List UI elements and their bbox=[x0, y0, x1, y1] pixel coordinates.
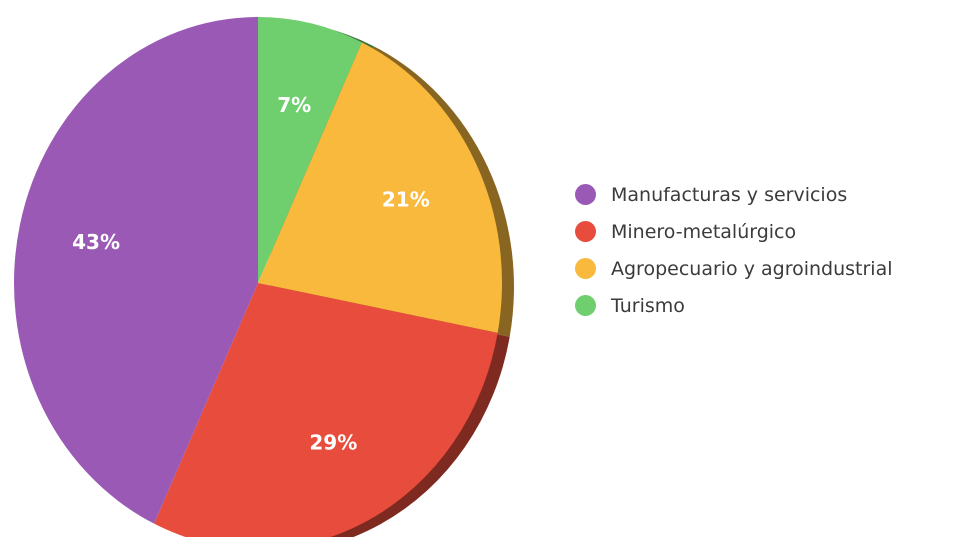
slice-label-manufacturas-y-servicios: 43% bbox=[72, 230, 120, 254]
legend-item-agropecuario-y-agroindustrial: Agropecuario y agroindustrial bbox=[575, 250, 893, 287]
slice-label-agropecuario-y-agroindustrial: 21% bbox=[382, 187, 430, 211]
pie-slice-labels: 7% 21% 29% 43% bbox=[72, 93, 430, 455]
legend-swatch bbox=[575, 295, 596, 316]
legend-item-minero-metalurgico: Minero-metalúrgico bbox=[575, 213, 893, 250]
legend-label: Agropecuario y agroindustrial bbox=[611, 257, 893, 280]
legend-label: Minero-metalúrgico bbox=[611, 220, 797, 243]
pie-slices bbox=[13, 17, 502, 541]
pie-slice-agropecuario-y-agroindustrial bbox=[258, 42, 502, 333]
legend-swatch bbox=[575, 221, 596, 242]
slice-label-turismo: 7% bbox=[277, 93, 311, 117]
slice-label-minero-metalurgico: 29% bbox=[309, 431, 357, 455]
pie-slice-turismo bbox=[258, 17, 362, 283]
legend-label: Manufacturas y servicios bbox=[611, 183, 848, 206]
legend-item-manufacturas-y-servicios: Manufacturas y servicios bbox=[575, 176, 893, 213]
legend-label: Turismo bbox=[611, 294, 685, 317]
pie-slice-manufacturas-y-servicios bbox=[13, 17, 258, 524]
legend-swatch bbox=[575, 258, 596, 279]
legend-swatch bbox=[575, 184, 596, 205]
chart-legend: Manufacturas y servicios Minero-metalúrgi… bbox=[575, 176, 893, 324]
pie-slice-minero-metalurgico bbox=[154, 283, 498, 541]
legend-item-turismo: Turismo bbox=[575, 287, 893, 324]
